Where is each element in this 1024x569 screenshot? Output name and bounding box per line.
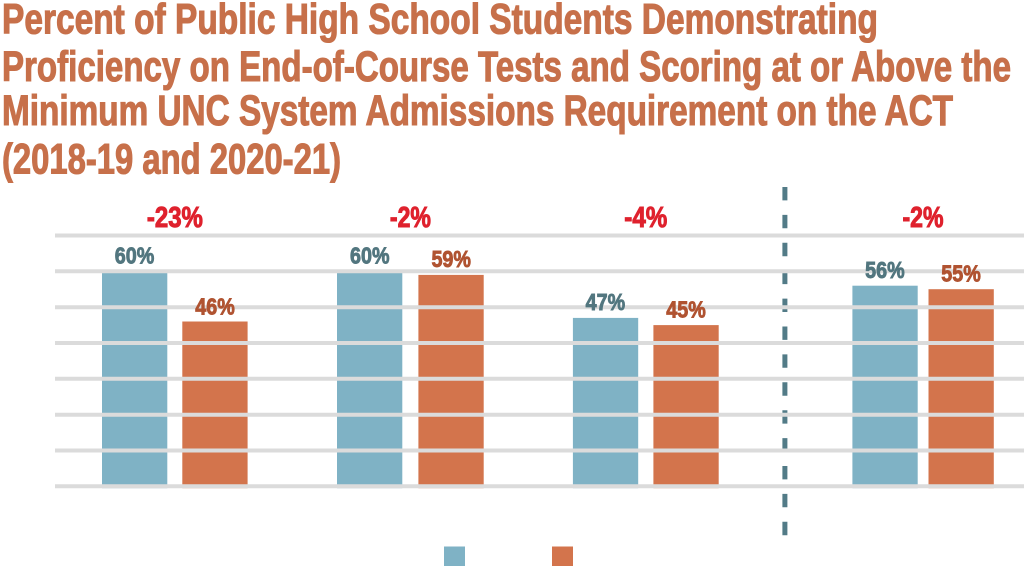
svg-text:56%: 56% — [865, 257, 905, 283]
svg-text:60%: 60% — [115, 243, 155, 269]
svg-text:47%: 47% — [586, 289, 626, 315]
svg-text:-4%: -4% — [624, 202, 667, 234]
svg-text:60%: 60% — [350, 243, 390, 269]
svg-text:Percent of Public High School: Percent of Public High School Students D… — [2, 0, 878, 43]
svg-text:-2%: -2% — [390, 202, 431, 234]
svg-text:-23%: -23% — [147, 202, 203, 234]
svg-text:Minimum UNC System Admissions: Minimum UNC System Admissions Requiremen… — [2, 88, 953, 135]
svg-text:-2%: -2% — [903, 202, 944, 234]
svg-text:45%: 45% — [666, 296, 706, 322]
svg-text:59%: 59% — [431, 246, 471, 272]
svg-text:Proficiency on End-of-Course T: Proficiency on End-of-Course Tests and S… — [2, 44, 1011, 91]
svg-text:55%: 55% — [941, 261, 981, 287]
svg-text:46%: 46% — [195, 293, 235, 319]
svg-text:(2018-19 and 2020-21): (2018-19 and 2020-21) — [2, 137, 341, 184]
